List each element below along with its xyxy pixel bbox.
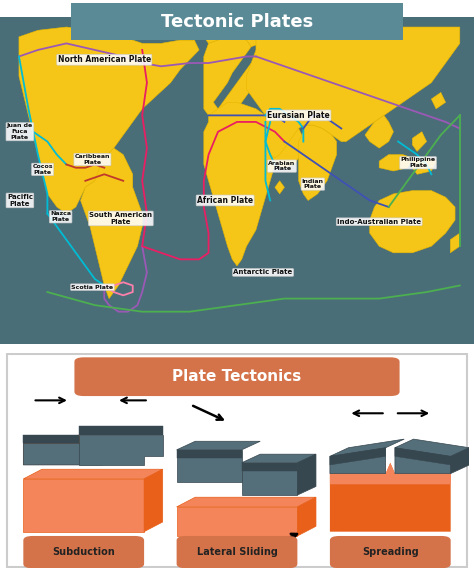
Text: South American
Plate: South American Plate <box>90 212 152 225</box>
Polygon shape <box>451 448 469 474</box>
Polygon shape <box>297 454 316 495</box>
Polygon shape <box>242 463 297 495</box>
Polygon shape <box>379 154 412 171</box>
Polygon shape <box>23 435 79 444</box>
FancyBboxPatch shape <box>23 536 144 568</box>
Text: Cocos
Plate: Cocos Plate <box>32 164 53 174</box>
Polygon shape <box>330 463 451 484</box>
Text: Philippine
Plate: Philippine Plate <box>401 157 436 168</box>
Polygon shape <box>19 27 199 214</box>
Text: Plate Tectonics: Plate Tectonics <box>173 369 301 384</box>
Text: African Plate: African Plate <box>197 196 253 205</box>
Polygon shape <box>246 27 460 158</box>
Text: Subduction: Subduction <box>52 547 115 557</box>
Polygon shape <box>275 181 284 194</box>
Polygon shape <box>297 497 316 536</box>
Text: Scotia Plate: Scotia Plate <box>72 285 113 290</box>
Text: North American Plate: North American Plate <box>58 55 151 64</box>
Polygon shape <box>23 470 163 479</box>
Text: Eurasian Plate: Eurasian Plate <box>267 111 330 120</box>
Polygon shape <box>204 37 261 115</box>
Polygon shape <box>177 507 297 536</box>
Polygon shape <box>23 435 102 465</box>
Text: Arabian
Plate: Arabian Plate <box>268 161 296 172</box>
Polygon shape <box>79 435 163 465</box>
Polygon shape <box>237 27 265 46</box>
Polygon shape <box>23 444 102 465</box>
FancyBboxPatch shape <box>74 357 400 396</box>
Polygon shape <box>370 191 455 253</box>
Polygon shape <box>299 125 337 200</box>
Text: Juan de
Fuca
Plate: Juan de Fuca Plate <box>7 123 33 140</box>
Polygon shape <box>330 448 386 474</box>
FancyBboxPatch shape <box>330 536 451 568</box>
Polygon shape <box>412 132 427 152</box>
Polygon shape <box>412 158 436 174</box>
Text: Spreading: Spreading <box>362 547 419 557</box>
Text: Indian
Plate: Indian Plate <box>302 179 324 189</box>
Text: Lateral Sliding: Lateral Sliding <box>197 547 277 557</box>
FancyBboxPatch shape <box>7 354 467 567</box>
FancyBboxPatch shape <box>177 536 297 568</box>
Text: Pacific
Plate: Pacific Plate <box>7 194 33 207</box>
Polygon shape <box>79 426 163 435</box>
Polygon shape <box>204 34 218 44</box>
Polygon shape <box>144 470 163 532</box>
Polygon shape <box>177 497 316 507</box>
Polygon shape <box>431 92 446 109</box>
Polygon shape <box>450 233 460 253</box>
Text: Tectonic Plates: Tectonic Plates <box>161 13 313 30</box>
Text: Caribbean
Plate: Caribbean Plate <box>75 154 110 165</box>
Text: Antarctic Plate: Antarctic Plate <box>234 269 293 276</box>
Polygon shape <box>395 448 451 465</box>
Polygon shape <box>365 115 393 148</box>
Polygon shape <box>95 158 114 181</box>
Polygon shape <box>177 450 242 482</box>
Text: Nazca
Plate: Nazca Plate <box>50 211 71 222</box>
Polygon shape <box>177 441 260 450</box>
Polygon shape <box>204 102 280 266</box>
Polygon shape <box>242 454 316 463</box>
Polygon shape <box>395 448 451 474</box>
Polygon shape <box>265 115 303 168</box>
Polygon shape <box>23 479 144 532</box>
Polygon shape <box>242 463 297 471</box>
Polygon shape <box>161 27 194 40</box>
Text: Indo-Australian Plate: Indo-Australian Plate <box>337 219 421 224</box>
Polygon shape <box>81 148 142 298</box>
Polygon shape <box>330 463 451 532</box>
FancyBboxPatch shape <box>55 1 419 42</box>
FancyBboxPatch shape <box>0 14 474 354</box>
Polygon shape <box>330 448 386 465</box>
Polygon shape <box>177 450 242 459</box>
Polygon shape <box>330 439 404 456</box>
Polygon shape <box>395 439 469 456</box>
